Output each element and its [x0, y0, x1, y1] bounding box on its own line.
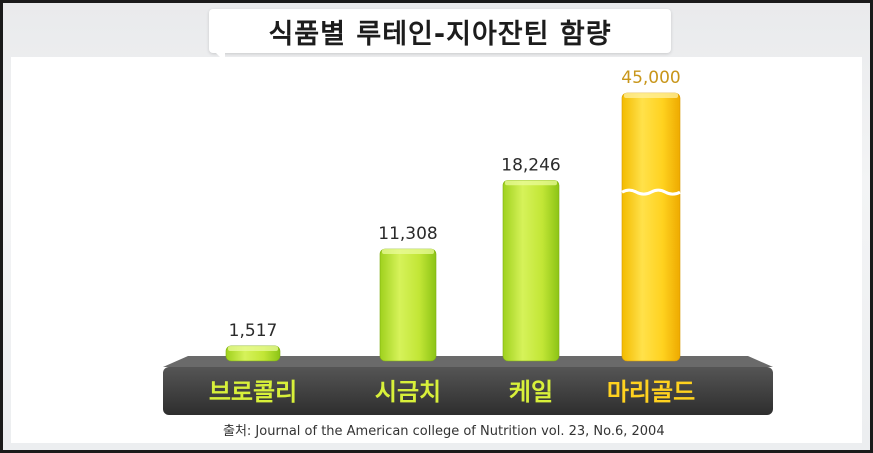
title-banner: 식품별 루테인-지아잔틴 함량: [209, 9, 671, 62]
category-label-2: 시금치: [375, 378, 441, 406]
platform-top: [163, 356, 773, 367]
speech-tail: [215, 52, 225, 62]
chart-title: 식품별 루테인-지아잔틴 함량: [268, 18, 612, 50]
chart-frame: 식품별 루테인-지아잔틴 함량 1,517 브로콜리 11,308 시: [3, 3, 870, 450]
value-label-1: 1,517: [229, 321, 278, 341]
category-label-1: 브로콜리: [209, 378, 297, 406]
category-label-4: 마리골드: [607, 378, 695, 406]
bar-highlight-4: [624, 93, 678, 98]
value-label-4: 45,000: [621, 68, 680, 88]
bar-highlight-2: [382, 249, 434, 254]
axis-break-mark: [621, 188, 681, 196]
value-label-2: 11,308: [378, 224, 437, 244]
bar-chart: 1,517 브로콜리 11,308 시금치 18,246 케일 45,000 마리골드: [163, 68, 773, 415]
bar-highlight-1: [228, 345, 278, 351]
source-note: 출처: Journal of the American college of N…: [223, 424, 665, 439]
bar-2: [379, 248, 437, 362]
bar-highlight-3: [505, 180, 557, 186]
platform: [163, 367, 773, 415]
category-label-3: 케일: [509, 378, 553, 406]
bar-3: [502, 179, 560, 362]
bar-4: [621, 92, 681, 362]
value-label-3: 18,246: [501, 155, 560, 175]
